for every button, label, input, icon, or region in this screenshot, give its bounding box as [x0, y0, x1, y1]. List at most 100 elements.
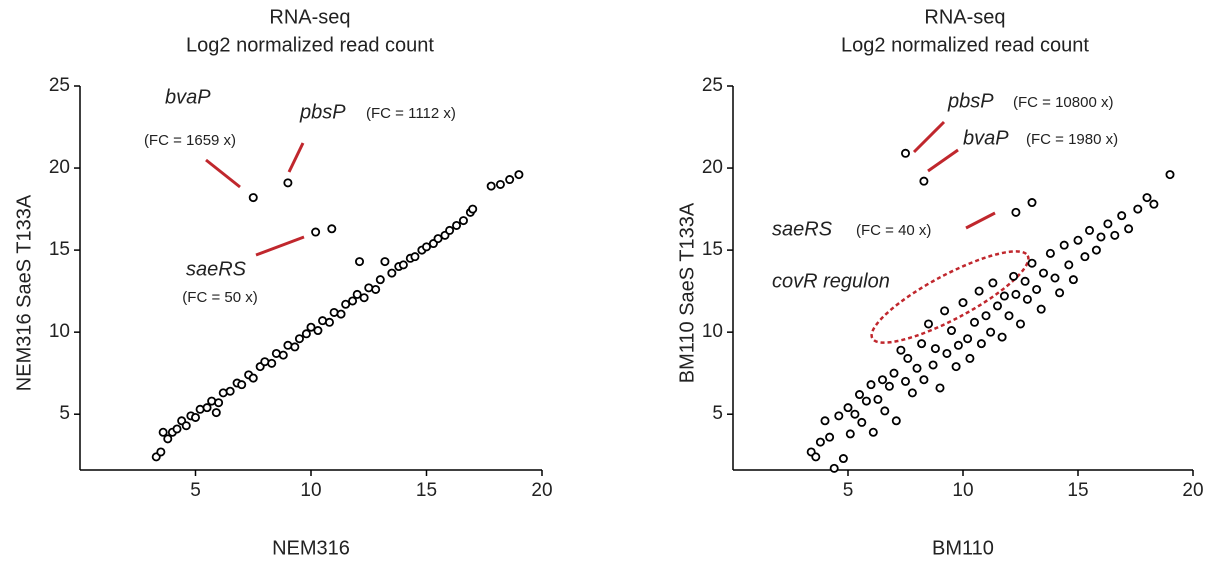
point — [838, 454, 848, 464]
point — [452, 220, 462, 230]
point — [947, 326, 957, 336]
y-tick-label: 15 — [49, 239, 70, 260]
point — [974, 286, 984, 296]
annotation-gene: pbsP — [299, 101, 346, 123]
x-axis-label: BM110 — [932, 537, 994, 559]
point — [1133, 204, 1143, 214]
point — [458, 216, 468, 226]
chart-subtitle: Log2 normalized read count — [841, 34, 1089, 56]
point — [327, 224, 337, 234]
point — [301, 329, 311, 339]
point — [211, 408, 221, 418]
point — [1032, 284, 1042, 294]
point — [1117, 211, 1127, 221]
annotation-gene: saeRS — [772, 218, 833, 240]
y-tick-label: 5 — [712, 403, 723, 424]
point — [1055, 288, 1065, 298]
point — [1124, 224, 1134, 234]
point — [953, 340, 963, 350]
point — [445, 225, 455, 235]
point — [433, 234, 443, 244]
point — [930, 344, 940, 354]
point — [283, 178, 293, 188]
point — [1142, 193, 1152, 203]
annotation-fold-change: (FC = 50 x) — [182, 289, 257, 306]
pointer — [912, 120, 946, 154]
y-tick-label: 25 — [702, 75, 723, 96]
x-axis-label: NEM316 — [272, 537, 350, 559]
chart-subtitle: Log2 normalized read count — [186, 34, 434, 56]
point — [868, 427, 878, 437]
pointer — [205, 158, 241, 189]
point — [505, 175, 515, 185]
point — [172, 424, 182, 434]
y-tick-label: 10 — [702, 321, 723, 342]
point — [1050, 273, 1060, 283]
point — [341, 299, 351, 309]
point — [156, 447, 166, 457]
point — [1059, 240, 1069, 250]
point — [901, 148, 911, 158]
point — [163, 434, 173, 444]
y-tick-label: 25 — [49, 75, 70, 96]
point — [371, 284, 381, 294]
point — [825, 432, 835, 442]
point — [387, 268, 397, 278]
point — [1096, 232, 1106, 242]
point — [352, 289, 362, 299]
annotation-fold-change: (FC = 1980 x) — [1026, 131, 1118, 148]
point — [861, 396, 871, 406]
point — [850, 409, 860, 419]
point — [1110, 230, 1120, 240]
pointer — [255, 235, 305, 257]
point — [845, 429, 855, 439]
point — [986, 327, 996, 337]
point — [951, 362, 961, 372]
point — [468, 204, 478, 214]
annotation-fold-change: (FC = 1659 x) — [144, 132, 236, 149]
point — [1068, 275, 1078, 285]
point — [348, 296, 358, 306]
point — [857, 417, 867, 427]
point — [940, 306, 950, 316]
point — [158, 427, 168, 437]
point — [884, 381, 894, 391]
point — [919, 375, 929, 385]
point — [878, 375, 888, 385]
point — [278, 350, 288, 360]
point — [294, 334, 304, 344]
x-tick-label: 15 — [1067, 480, 1088, 501]
point — [225, 386, 235, 396]
annotation-fold-change: (FC = 1112 x) — [366, 105, 456, 122]
point — [181, 421, 191, 431]
point — [248, 193, 258, 203]
point — [267, 358, 277, 368]
point — [981, 311, 991, 321]
y-tick-label: 15 — [702, 239, 723, 260]
pointer — [965, 211, 996, 230]
annotation-gene: pbsP — [947, 90, 994, 112]
point — [880, 406, 890, 416]
x-tick-label: 10 — [952, 480, 973, 501]
x-tick-label: 20 — [1182, 480, 1203, 501]
point — [891, 416, 901, 426]
point — [1027, 198, 1037, 208]
point — [903, 353, 913, 363]
point — [248, 373, 258, 383]
point — [1020, 276, 1030, 286]
x-tick-label: 5 — [190, 480, 201, 501]
point — [907, 388, 917, 398]
annotation-gene: covR regulon — [772, 270, 890, 292]
x-tick-label: 10 — [300, 480, 321, 501]
point — [1036, 304, 1046, 314]
point — [1011, 289, 1021, 299]
annotation-gene: bvaP — [963, 127, 1009, 149]
point — [1039, 268, 1049, 278]
point — [1027, 258, 1037, 268]
point — [398, 260, 408, 270]
point — [1085, 225, 1095, 235]
point — [1064, 260, 1074, 270]
point — [924, 319, 934, 329]
point — [495, 179, 505, 189]
